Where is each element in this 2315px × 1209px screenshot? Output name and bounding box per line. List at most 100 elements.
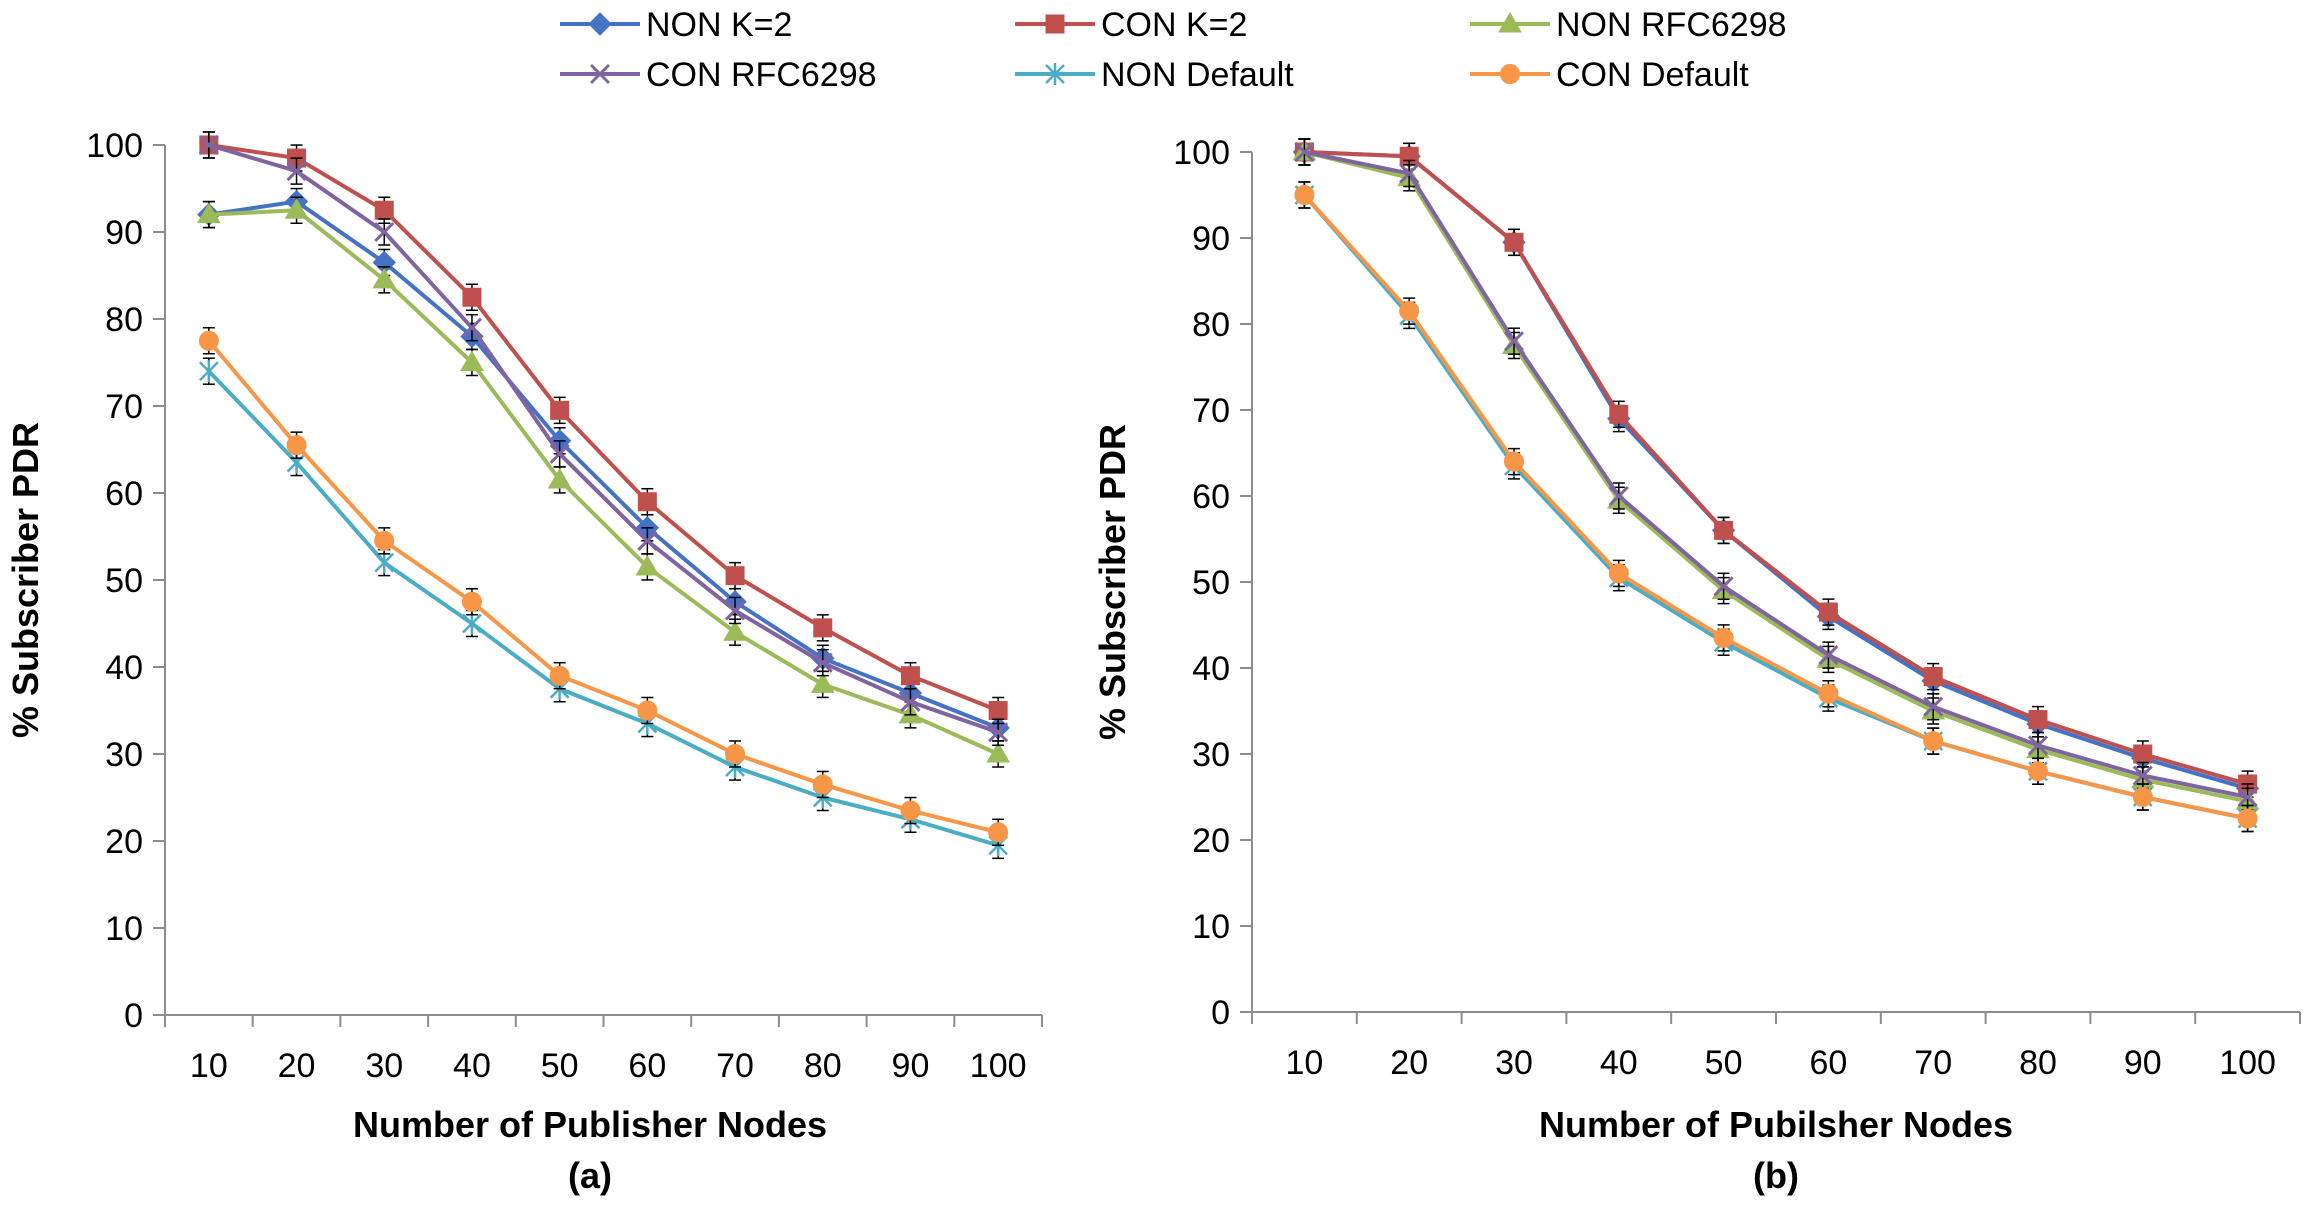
data-point — [2237, 808, 2258, 829]
y-tick-label: 100 — [86, 127, 143, 165]
chart-caption: (b) — [1753, 1155, 1799, 1196]
x-tick-label: 80 — [2019, 1044, 2057, 1082]
data-point — [550, 400, 570, 420]
data-point — [1294, 185, 1315, 205]
data-point — [198, 134, 219, 156]
legend-marker-non-rfc6298 — [1498, 12, 1522, 33]
x-tick-label: 80 — [804, 1047, 842, 1085]
data-point — [637, 492, 657, 512]
data-point — [461, 591, 482, 612]
y-tick-label: 90 — [1192, 220, 1230, 258]
data-point — [1818, 683, 1839, 704]
data-point — [372, 267, 397, 289]
series-con-k-2 — [1294, 138, 2258, 798]
data-point — [1818, 645, 1839, 666]
data-point — [1923, 696, 1944, 717]
data-point — [547, 467, 572, 489]
series-line — [208, 143, 999, 713]
x-axis-title: Number of Publisher Nodes — [353, 1104, 827, 1145]
data-point — [1399, 163, 1420, 184]
chart-b: 0 10 20 30 40 50 60 70 80 90 100 10 20 30 40 50 60 70 80 90… — [1092, 134, 2301, 1196]
data-point — [637, 530, 658, 551]
data-point — [635, 554, 660, 576]
data-point — [900, 691, 921, 712]
series-line — [207, 369, 999, 848]
series-line — [1304, 150, 2249, 787]
y-tick-label: 50 — [105, 562, 143, 600]
data-point — [374, 530, 395, 551]
y-tick-label: 50 — [1192, 564, 1230, 602]
x-tick-label: 40 — [1600, 1044, 1638, 1082]
x-axis-title: Number of Pubilsher Nodes — [1539, 1104, 2013, 1145]
data-point — [460, 350, 484, 371]
legend-label: NON RFC6298 — [1556, 6, 1787, 44]
y-tick-label: 0 — [124, 997, 143, 1035]
chart-a: 0 10 20 30 40 50 60 70 80 90 100 10 20 30 40 50 60 70 80 90… — [5, 127, 1043, 1196]
legend-marker-con-rfc6298 — [589, 63, 611, 85]
x-tick-label: 90 — [892, 1047, 930, 1085]
data-point — [723, 620, 747, 641]
series-con-default — [198, 327, 1009, 847]
data-point — [1399, 301, 1420, 322]
y-tick-label: 10 — [105, 910, 143, 948]
legend-label: CON Default — [1556, 56, 1749, 94]
data-point — [462, 287, 482, 307]
data-point — [812, 774, 833, 795]
chart-caption: (a) — [568, 1155, 612, 1196]
series-line — [208, 199, 999, 730]
x-tick-label: 30 — [1495, 1044, 1533, 1082]
series-non-default — [198, 357, 1009, 860]
x-tick-label: 100 — [2219, 1044, 2276, 1082]
x-tick-label: 50 — [541, 1047, 579, 1085]
series-line — [1302, 193, 2249, 821]
legend-marker-con-default — [1500, 64, 1520, 84]
data-point — [810, 672, 835, 693]
data-point — [724, 600, 746, 621]
x-tick-label: 20 — [278, 1047, 316, 1085]
legend-item-non-default: NON Default — [1015, 56, 1294, 94]
data-point — [196, 202, 221, 224]
series-non-rfc6298 — [1292, 138, 2260, 816]
series-con-rfc6298 — [198, 131, 1009, 746]
data-point — [286, 435, 307, 456]
legend: NON K=2 CON K=2 NON RFC6298 CON RFC6298 NON … — [560, 6, 1787, 94]
data-point — [812, 652, 833, 673]
data-point — [1713, 627, 1734, 648]
legend-label: CON RFC6298 — [646, 56, 877, 94]
data-point — [2028, 710, 2048, 730]
series-line — [1304, 150, 2249, 791]
data-point — [549, 665, 570, 686]
y-tick-label: 30 — [105, 736, 143, 774]
series-non-k-2 — [197, 187, 1010, 742]
data-point — [1503, 331, 1525, 352]
data-point — [988, 822, 1009, 843]
series-line — [208, 208, 999, 756]
y-tick-label: 80 — [1192, 306, 1230, 344]
legend-label: NON K=2 — [646, 6, 792, 44]
x-tick-label: 70 — [1914, 1044, 1952, 1082]
series-con-default — [1294, 181, 2258, 833]
legend-item-con-rfc6298: CON RFC6298 — [560, 56, 877, 94]
data-point — [1713, 576, 1734, 597]
legend-label: CON K=2 — [1101, 6, 1247, 44]
legend-marker-non-k-2 — [588, 12, 612, 36]
y-axis-title: % Subscriber PDR — [1092, 424, 1133, 740]
legend-item-con-k-2: CON K=2 — [1015, 6, 1247, 44]
x-tick-label: 10 — [1285, 1044, 1323, 1082]
data-point — [1608, 563, 1629, 584]
data-point — [725, 744, 746, 764]
data-point — [1923, 731, 1944, 752]
data-point — [2027, 735, 2049, 756]
data-point — [284, 198, 309, 219]
x-tick-label: 20 — [1390, 1044, 1428, 1082]
data-point — [725, 566, 745, 586]
series-non-k-2 — [1292, 138, 2260, 803]
y-tick-label: 10 — [1192, 908, 1230, 946]
x-tick-label: 30 — [365, 1047, 403, 1085]
y-axis-title: % Subscriber PDR — [5, 422, 46, 738]
y-tick-label: 70 — [105, 388, 143, 426]
data-point — [286, 161, 307, 182]
data-point — [1608, 485, 1629, 507]
data-point — [1714, 520, 1734, 540]
